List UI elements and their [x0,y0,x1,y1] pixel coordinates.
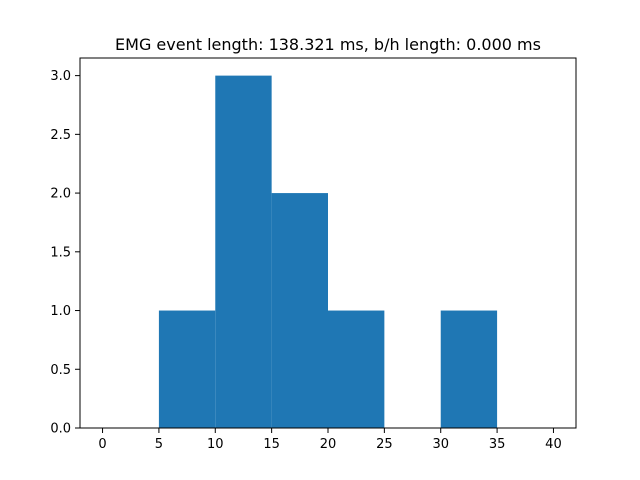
plot-frame [79,57,577,429]
x-tick-label: 35 [489,437,506,452]
x-tick-label: 15 [263,437,280,452]
histogram-bar-5 [440,310,498,428]
x-tick-label: 30 [432,437,449,452]
x-tick-label: 20 [320,437,337,452]
x-tick-label: 0 [98,437,106,452]
y-tick-label: 2.5 [50,128,71,143]
y-tick-label: 0.5 [50,363,71,378]
chart-title: EMG event length: 138.321 ms, b/h length… [115,35,541,54]
y-tick-label: 2.0 [50,187,71,202]
x-tick-label: 25 [376,437,393,452]
y-tick-label: 3.0 [50,69,71,84]
x-tick-label: 10 [207,437,224,452]
y-tick-label: 1.0 [50,304,71,319]
x-tick-label: 40 [545,437,562,452]
y-tick-label: 1.5 [50,245,71,260]
histogram-bar-1 [215,75,272,428]
x-tick-label: 5 [155,437,163,452]
x-axis: 0 5 10 15 20 25 30 35 40 [98,428,562,452]
bars-group [158,75,498,428]
histogram-bar-2 [271,193,328,428]
y-axis: 0.0 0.5 1.0 1.5 2.0 2.5 3.0 [50,69,80,437]
histogram-bar-3 [328,310,385,428]
histogram-bar-0 [158,310,216,428]
y-tick-label: 0.0 [50,422,71,437]
